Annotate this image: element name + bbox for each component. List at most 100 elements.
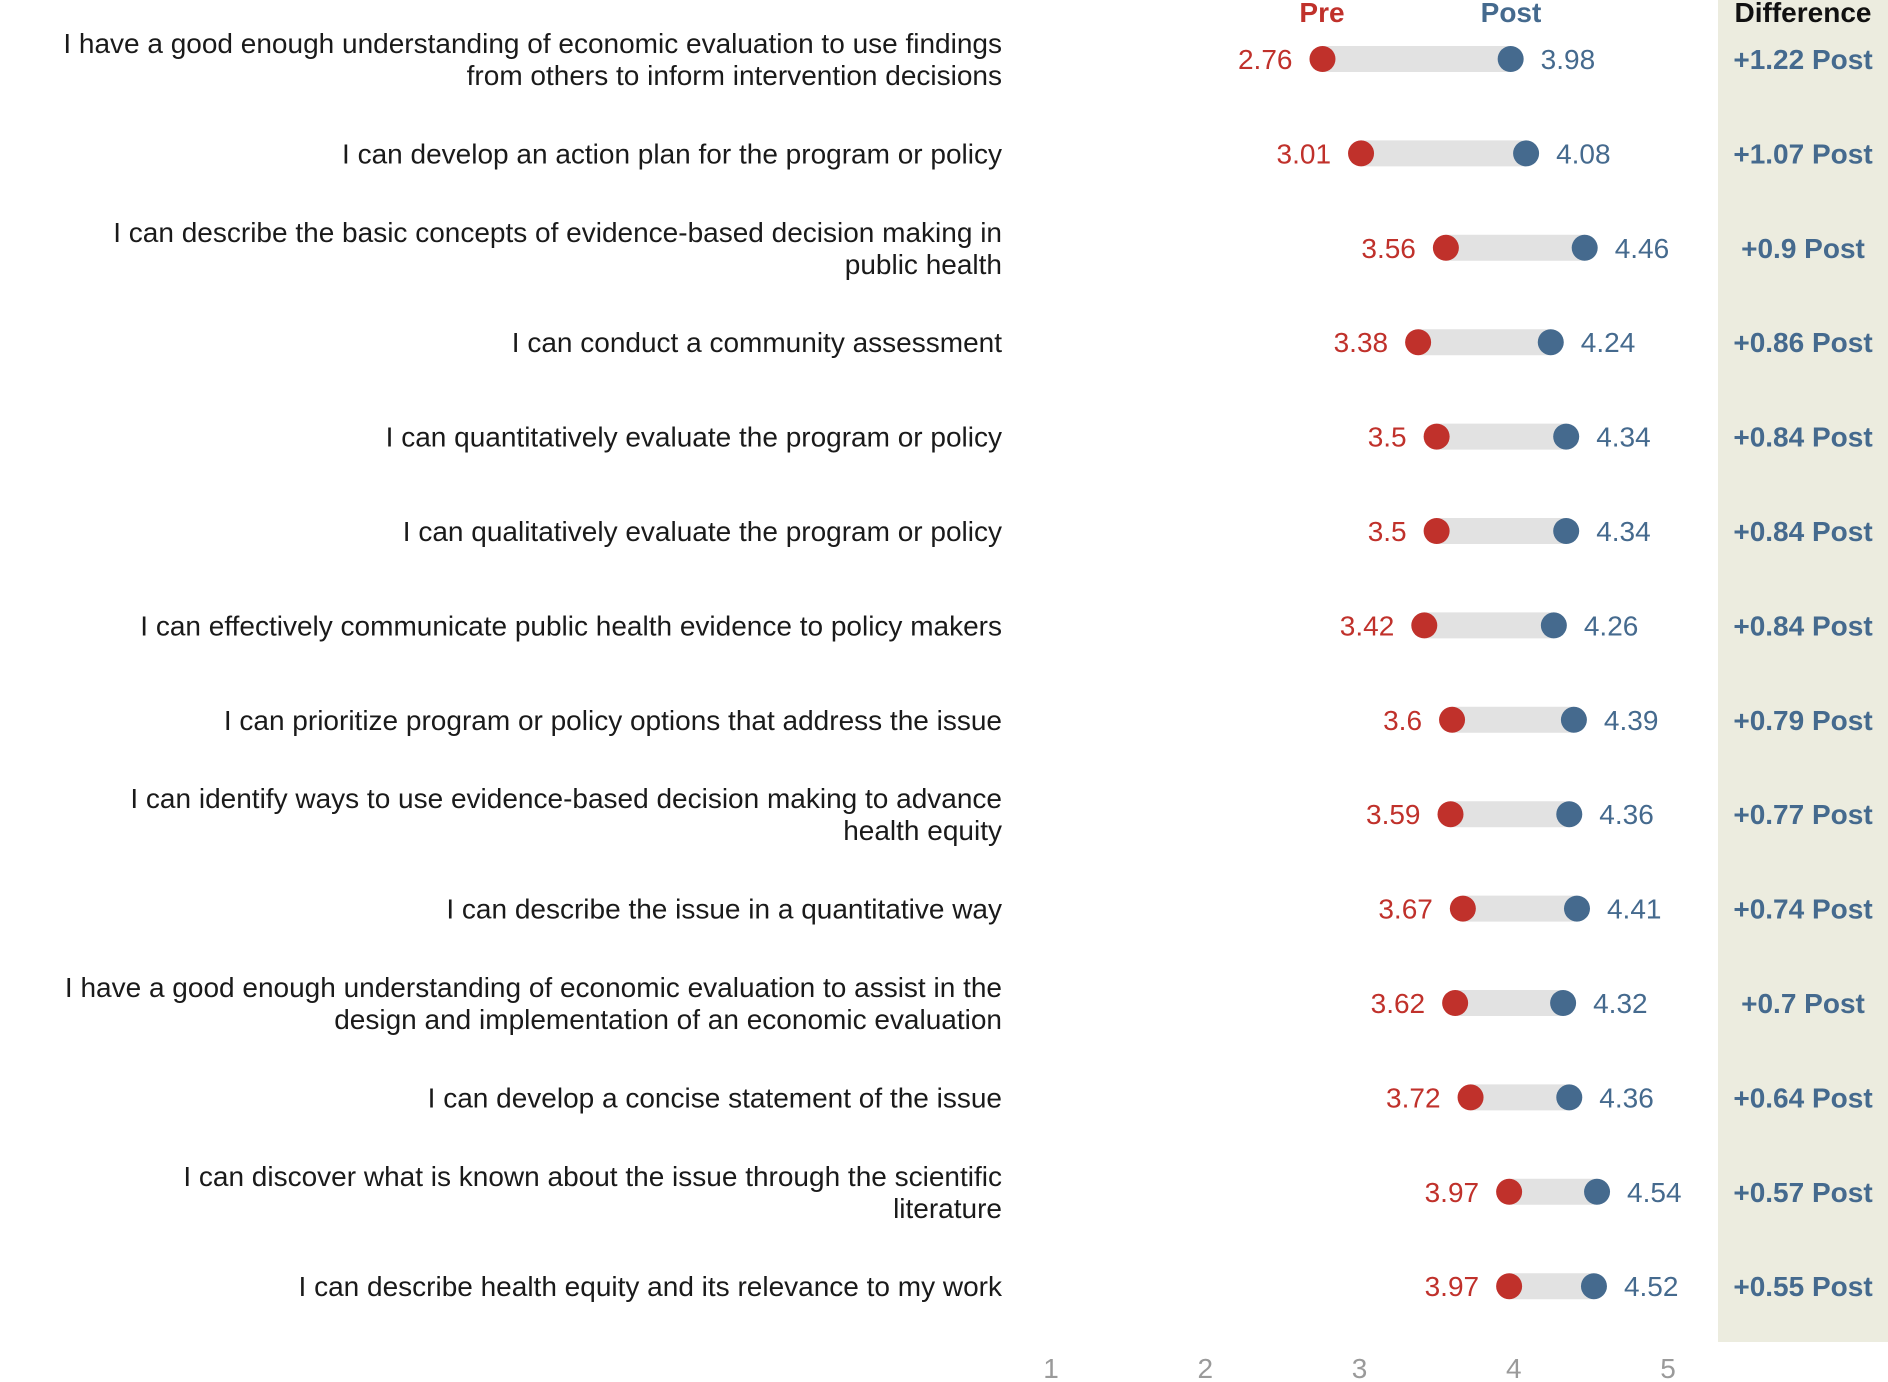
pre-value-label: 3.72 [1386,1082,1441,1113]
category-label: public health [845,249,1002,280]
rows-layer: I have a good enough understanding of ec… [63,28,1872,1302]
pre-point [1437,801,1464,828]
post-value-label: 4.26 [1584,610,1639,641]
pre-point [1411,612,1438,639]
difference-header: Difference [1735,0,1872,28]
category-label: I can prioritize program or policy optio… [224,705,1002,736]
pre-value-label: 3.6 [1383,705,1422,736]
post-value-label: 4.46 [1615,233,1670,264]
difference-value: +1.07 Post [1733,138,1872,169]
x-tick-label: 1 [1043,1353,1059,1382]
pre-value-label: 3.5 [1368,516,1407,547]
x-axis: 1 2 3 4 5 [1043,1353,1676,1382]
post-value-label: 4.36 [1599,1082,1654,1113]
difference-value: +0.9 Post [1741,233,1865,264]
category-label: I can develop a concise statement of the… [428,1082,1002,1113]
pre-point [1432,234,1459,261]
category-label: I can develop an action plan for the pro… [342,138,1002,169]
legend-post: Post [1481,0,1542,28]
pre-point [1442,990,1469,1016]
post-value-label: 4.08 [1556,138,1611,169]
category-label: I can describe the basic concepts of evi… [113,217,1002,248]
chart-row: I can develop a concise statement of the… [428,1082,1873,1113]
pre-value-label: 3.59 [1366,799,1421,830]
post-point [1563,895,1590,922]
chart-row: I can quantitatively evaluate the progra… [386,422,1873,453]
category-label: literature [893,1193,1002,1224]
chart-row: I can discover what is known about the i… [183,1161,1872,1224]
post-point [1553,518,1580,544]
x-tick-label: 5 [1660,1353,1676,1382]
chart-row: I can qualitatively evaluate the program… [403,516,1873,547]
chart-row: I can effectively communicate public hea… [140,610,1872,641]
category-label: design and implementation of an economic… [334,1004,1002,1035]
post-value-label: 4.39 [1604,705,1659,736]
post-point [1571,234,1598,261]
x-tick-label: 2 [1197,1353,1213,1382]
post-point [1556,1084,1583,1111]
difference-value: +0.64 Post [1733,1082,1872,1113]
difference-value: +0.79 Post [1733,705,1872,736]
post-value-label: 4.52 [1624,1271,1679,1302]
pre-point [1309,46,1336,72]
category-label: from others to inform intervention decis… [467,60,1002,91]
category-label: I can conduct a community assessment [512,327,1002,358]
post-point [1513,140,1540,167]
pre-value-label: 3.97 [1425,1177,1480,1208]
pre-value-label: 3.38 [1334,327,1389,358]
post-value-label: 4.24 [1581,327,1636,358]
difference-value: +0.7 Post [1741,988,1865,1019]
category-label: I can discover what is known about the i… [183,1161,1002,1192]
x-tick-label: 4 [1506,1353,1522,1382]
post-value-label: 4.41 [1607,894,1662,925]
difference-value: +0.77 Post [1733,799,1872,830]
post-point [1497,46,1524,72]
category-label: I have a good enough understanding of ec… [63,28,1002,59]
chart-row: I can describe the issue in a quantitati… [446,894,1872,925]
pre-point [1423,423,1450,450]
pre-point [1449,895,1476,922]
post-point [1556,801,1583,828]
post-point [1537,329,1564,356]
post-point [1550,990,1577,1016]
post-point [1553,423,1580,450]
difference-value: +0.57 Post [1733,1177,1872,1208]
difference-value: +0.55 Post [1733,1271,1872,1302]
post-value-label: 4.54 [1627,1177,1682,1208]
pre-value-label: 3.97 [1425,1271,1480,1302]
post-value-label: 4.34 [1596,422,1651,453]
difference-panel [1718,0,1888,1342]
chart-row: I can conduct a community assessment 3.38… [512,327,1873,358]
post-point [1584,1178,1611,1205]
pre-value-label: 3.5 [1368,422,1407,453]
category-label: I can describe health equity and its rel… [299,1271,1003,1302]
difference-value: +0.84 Post [1733,422,1872,453]
category-label: I can quantitatively evaluate the progra… [386,422,1002,453]
pre-point [1405,329,1432,356]
post-value-label: 4.36 [1599,799,1654,830]
pre-point [1496,1273,1523,1300]
category-label: health equity [843,815,1002,846]
category-label: I can effectively communicate public hea… [140,610,1002,641]
chart-row: I can describe health equity and its rel… [299,1271,1873,1302]
category-label: I have a good enough understanding of ec… [65,972,1002,1003]
chart-row: I can identify ways to use evidence-base… [130,783,1872,846]
category-label: I can describe the issue in a quantitati… [446,894,1002,925]
chart-row: I have a good enough understanding of ec… [63,28,1872,91]
difference-value: +1.22 Post [1733,44,1872,75]
category-label: I can identify ways to use evidence-base… [130,783,1002,814]
pre-value-label: 3.56 [1361,233,1416,264]
chart-row: I can prioritize program or policy optio… [224,705,1873,736]
pre-value-label: 3.67 [1378,894,1433,925]
post-value-label: 4.32 [1593,988,1648,1019]
difference-value: +0.84 Post [1733,610,1872,641]
legend-pre: Pre [1299,0,1344,28]
chart-row: I can develop an action plan for the pro… [342,138,1873,169]
pre-value-label: 3.42 [1340,610,1395,641]
post-value-label: 3.98 [1541,44,1596,75]
pre-point [1423,518,1450,544]
pre-point [1439,706,1466,733]
pre-value-label: 3.01 [1277,138,1332,169]
post-point [1540,612,1567,639]
